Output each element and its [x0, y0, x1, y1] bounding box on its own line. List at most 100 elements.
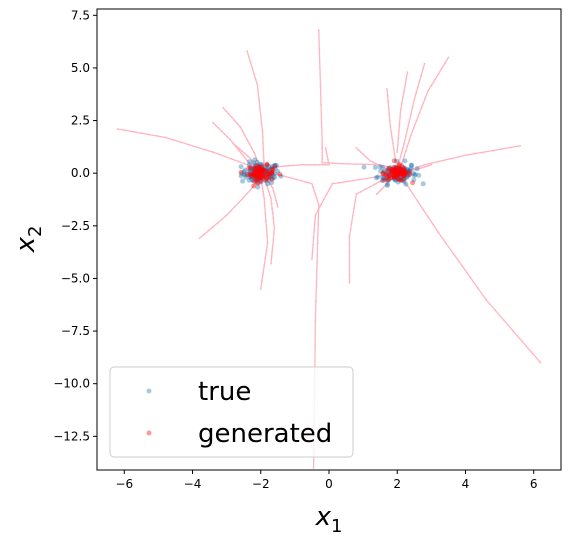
trajectory-point	[437, 160, 440, 163]
point-generated	[399, 169, 405, 175]
point-true	[414, 166, 420, 172]
trajectory-point	[259, 107, 261, 109]
point-generated	[257, 175, 263, 181]
point-generated	[402, 170, 408, 176]
y-tick-label: 0.0	[71, 166, 90, 180]
trajectory-point	[254, 166, 256, 168]
point-generated	[256, 169, 262, 175]
trajectory-point	[265, 227, 268, 229]
trajectory-point	[305, 181, 308, 184]
trajectory-point	[408, 170, 411, 173]
point-generated	[396, 166, 402, 172]
point-true	[399, 170, 404, 176]
point-generated	[261, 174, 267, 179]
point-true	[257, 167, 263, 173]
trajectory-point	[164, 136, 167, 139]
point-true	[381, 175, 387, 181]
point-true	[406, 172, 412, 178]
trajectory-point	[261, 130, 264, 133]
trajectory-point	[400, 151, 403, 154]
point-generated	[399, 167, 405, 173]
trajectory-point	[453, 253, 455, 256]
trajectory-point	[398, 159, 401, 162]
point-generated	[391, 168, 397, 174]
point-true	[269, 180, 275, 186]
trajectory-point	[256, 83, 259, 86]
point-true	[406, 169, 411, 175]
trajectory-point	[349, 228, 352, 231]
trajectory-point	[321, 161, 324, 164]
trajectory-point	[278, 165, 280, 168]
point-generated	[390, 172, 396, 178]
trajectory-point	[270, 167, 272, 170]
trajectory-point	[256, 159, 259, 162]
trajectory-point	[271, 244, 274, 247]
trajectory-point	[251, 67, 254, 69]
trajectory-point	[461, 264, 463, 267]
point-generated	[252, 170, 258, 176]
trajectory-point	[271, 173, 274, 176]
point-true	[386, 168, 391, 174]
trajectory-point	[223, 133, 226, 135]
point-generated	[394, 166, 400, 172]
trajectory-point	[440, 67, 443, 70]
trajectory-point	[282, 165, 285, 168]
trajectory-point	[321, 158, 324, 161]
trajectory-point	[311, 258, 313, 261]
trajectory-point	[415, 166, 418, 169]
point-true	[411, 172, 417, 178]
trajectory-point	[477, 287, 479, 290]
point-generated	[252, 174, 258, 180]
trajectory-point	[239, 126, 242, 128]
trajectory-point	[396, 151, 399, 154]
trajectory-point	[320, 203, 322, 206]
point-true	[395, 175, 401, 181]
point-generated	[396, 163, 402, 169]
y-axis-label: x2	[11, 226, 46, 254]
point-generated	[252, 172, 258, 178]
trajectory-point	[386, 182, 388, 185]
point-generated	[390, 168, 396, 174]
trajectory-point	[418, 112, 421, 115]
point-true	[259, 163, 265, 169]
point-generated	[391, 166, 396, 172]
trajectory-point	[410, 134, 412, 137]
point-generated	[396, 168, 402, 174]
point-true	[238, 173, 244, 179]
trajectory-point	[258, 99, 260, 102]
trajectory-point	[421, 104, 424, 107]
trajectory-point	[265, 219, 267, 222]
trajectory-point	[262, 190, 264, 193]
point-true	[257, 165, 263, 171]
point-generated	[402, 172, 408, 178]
point-true	[390, 168, 396, 174]
y-tick-label: −12.5	[53, 429, 90, 443]
point-generated	[396, 177, 402, 183]
point-generated	[269, 176, 275, 182]
trajectory-point	[262, 272, 264, 275]
trajectory-point	[314, 193, 317, 196]
trajectory-point	[317, 223, 320, 226]
trajectory-point	[412, 127, 415, 129]
trajectory-point	[272, 190, 275, 193]
point-generated	[264, 169, 270, 175]
y-tick-label: −10.0	[53, 377, 90, 391]
point-true	[254, 163, 260, 169]
trajectory-point	[389, 175, 392, 178]
trajectory-point	[311, 251, 314, 254]
point-true	[263, 172, 269, 178]
trajectory-point	[396, 168, 399, 170]
point-true	[394, 166, 400, 172]
trajectory-point	[512, 330, 515, 332]
trajectory-point	[257, 91, 260, 94]
point-true	[394, 171, 399, 176]
point-true	[251, 172, 257, 178]
point-true	[403, 181, 409, 187]
point-true	[405, 173, 410, 179]
point-generated	[253, 167, 258, 173]
point-generated	[259, 167, 265, 173]
trajectory-point	[403, 155, 405, 158]
point-generated	[401, 172, 407, 178]
trajectory-point	[399, 177, 402, 180]
trajectory-point	[432, 223, 434, 226]
